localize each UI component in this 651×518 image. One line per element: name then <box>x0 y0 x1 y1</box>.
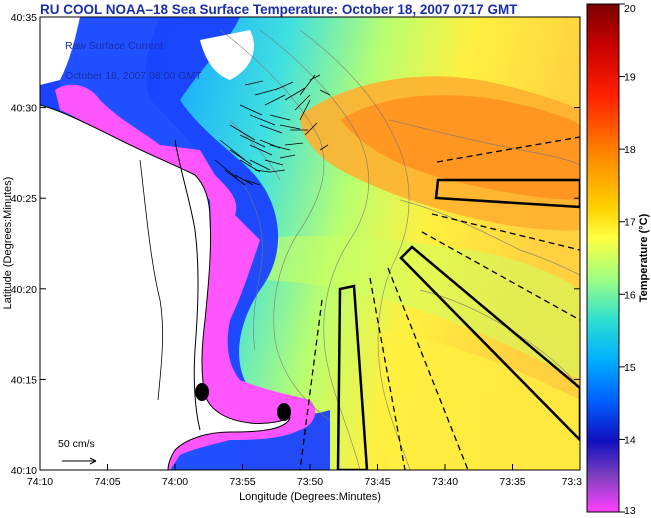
colorbar-tick-label: 19 <box>624 72 636 84</box>
y-tick-label: 40:20 <box>11 284 37 296</box>
survey-boxes <box>336 178 580 470</box>
colorbar-ticks: 20 19 18 17 16 15 14 13 <box>619 3 636 517</box>
colorbar <box>586 3 620 513</box>
y-axis-label: Latitude (Degrees:Minutes) <box>2 177 14 310</box>
colorbar-tick-label: 13 <box>624 505 636 517</box>
x-axis-ticks: 74:10 74:05 74:00 73:55 73:50 73:45 73:40 73:35… <box>27 464 582 488</box>
x-tick-label: 74:05 <box>94 476 120 488</box>
y-tick-label: 40:35 <box>11 12 37 24</box>
legend-line-2: October 18, 2007 08:00 GMT <box>65 70 202 82</box>
x-tick-label: 74:10 <box>27 476 53 488</box>
surface-current-vectors <box>214 74 331 186</box>
buoy-marker-west <box>195 383 209 401</box>
buoy-marker-east <box>277 403 291 421</box>
y-axis-ticks: 40:35 40:30 40:25 40:20 40:15 40:10 <box>11 12 580 477</box>
x-tick-label: 73:35 <box>499 476 525 488</box>
x-tick-label: 73:3 <box>562 476 583 488</box>
land-northwest <box>40 17 80 85</box>
transition-band <box>250 235 580 380</box>
radial-transects <box>299 136 580 470</box>
colorbar-tick-label: 15 <box>624 362 636 374</box>
inland-shoreline <box>139 159 164 401</box>
x-tick-label: 73:50 <box>297 476 323 488</box>
colorbar-tick-label: 14 <box>624 434 636 446</box>
colorbar-tick-label: 17 <box>624 217 636 229</box>
x-axis-label: Longitude (Degrees:Minutes) <box>239 491 381 503</box>
colorbar-label: Temperature (°C) <box>638 213 650 302</box>
southeast-warm-band <box>378 330 580 470</box>
x-tick-label: 73:40 <box>432 476 458 488</box>
colorbar-tick-label: 16 <box>624 289 636 301</box>
scale-bar-label: 50 cm/s <box>58 438 95 450</box>
y-tick-label: 40:15 <box>11 374 37 386</box>
cloud-patch-north <box>200 30 254 80</box>
coastline <box>174 139 201 431</box>
x-tick-label: 73:55 <box>229 476 255 488</box>
warm-water-inner <box>340 95 580 200</box>
legend-line-1: Raw Surface Current <box>65 40 163 52</box>
y-tick-label: 40:30 <box>11 103 37 115</box>
y-tick-label: 40:25 <box>11 193 37 205</box>
y-tick-label: 40:10 <box>11 465 37 477</box>
scale-arrow <box>62 457 97 465</box>
shallow-shelf-band <box>55 84 316 470</box>
map-title: RU COOL NOAA–18 Sea Surface Temperature:… <box>40 2 518 17</box>
colorbar-tick-label: 18 <box>624 144 636 156</box>
bathymetry-contours <box>219 29 580 470</box>
x-tick-label: 74:00 <box>162 476 188 488</box>
colorbar-tick-label: 20 <box>624 3 636 15</box>
land-mass <box>40 104 291 470</box>
x-tick-label: 73:45 <box>364 476 390 488</box>
